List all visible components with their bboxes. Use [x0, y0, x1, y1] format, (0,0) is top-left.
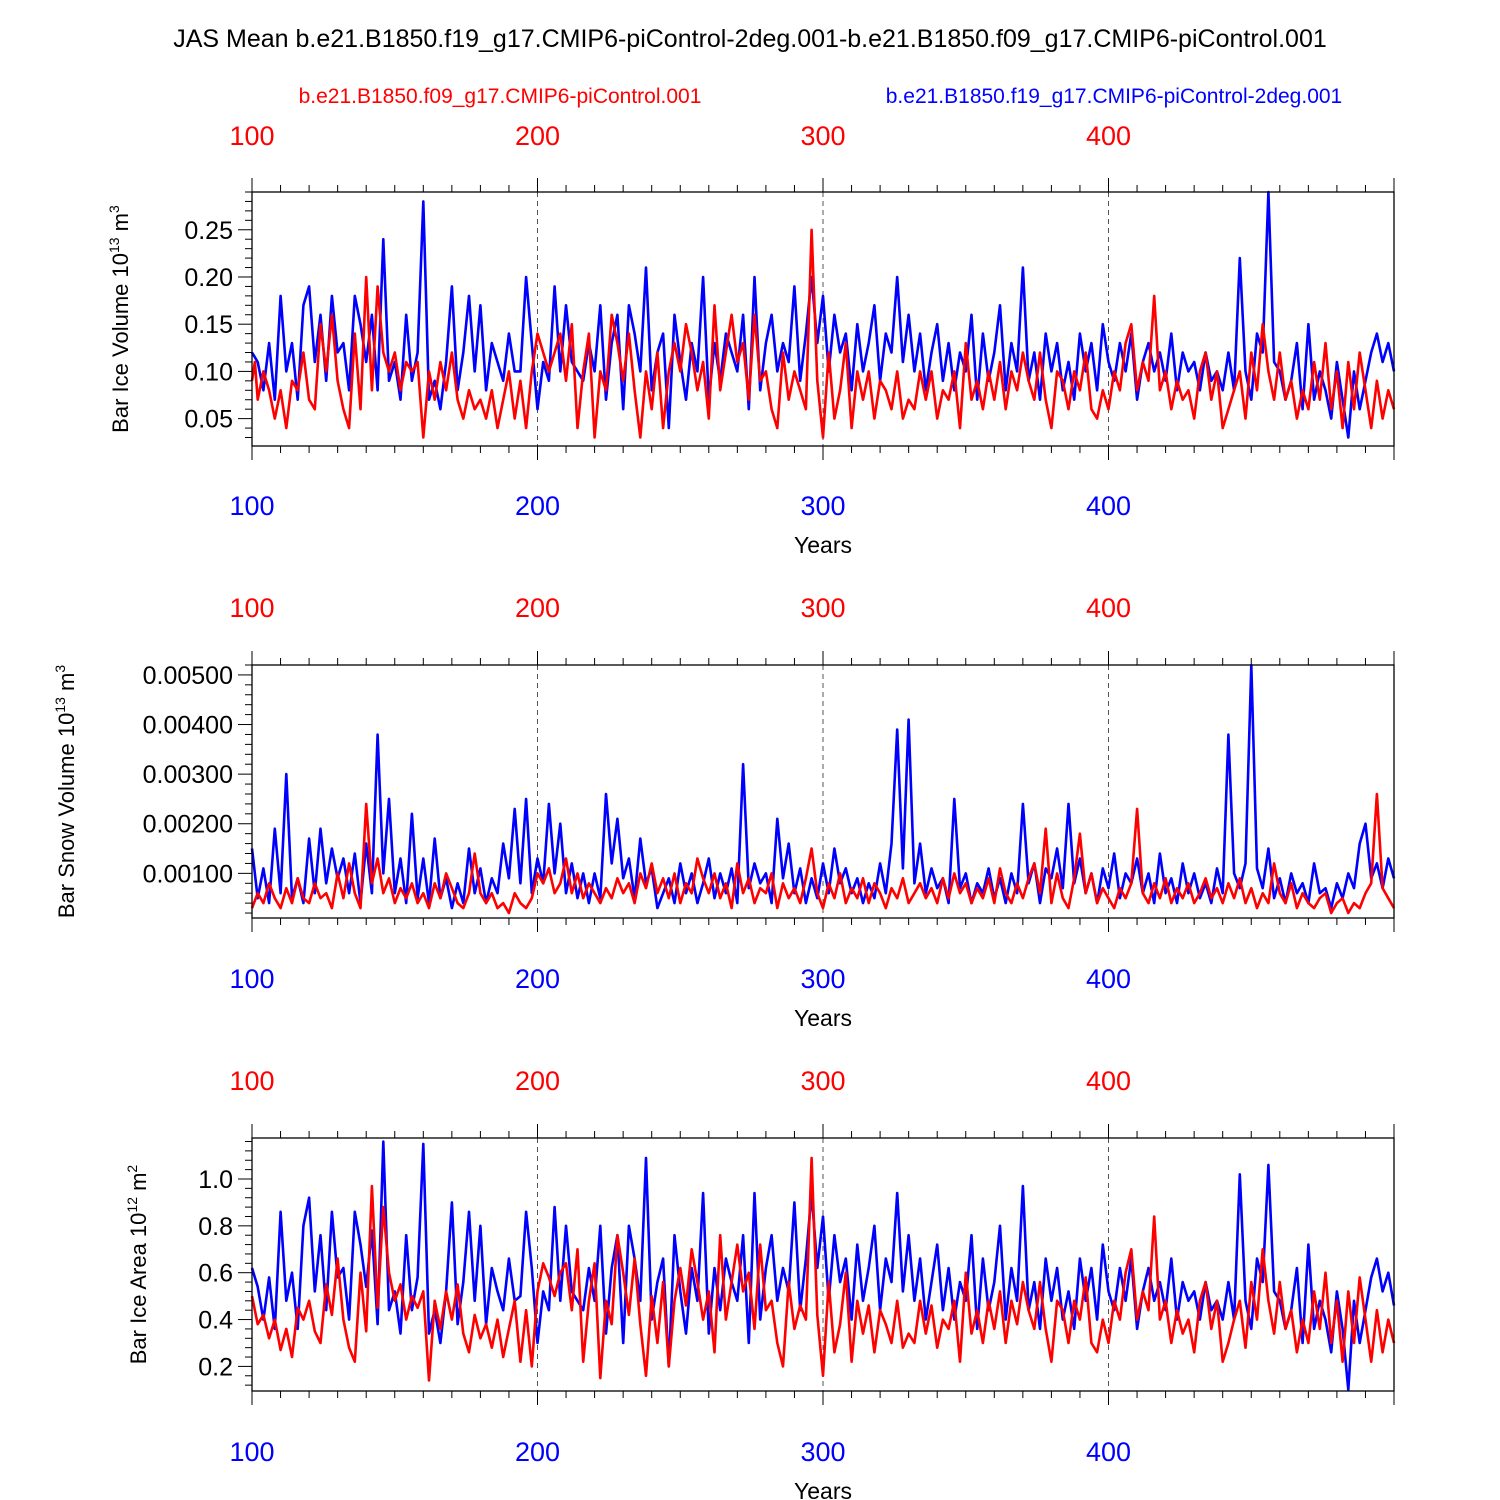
y-tick-label: 0.25 [184, 217, 233, 245]
plot-frame [251, 1137, 1395, 1392]
y-tick-label: 0.6 [198, 1260, 233, 1288]
x-tick-label-bottom: 400 [1086, 1437, 1131, 1467]
x-tick-label-bottom: 300 [800, 491, 845, 521]
y-tick-label: 0.10 [184, 358, 233, 386]
x-tick-label-top: 100 [229, 1066, 274, 1096]
y-tick-label: 0.05 [184, 406, 233, 434]
x-tick-label-top: 400 [1086, 121, 1131, 151]
plot-frame [251, 191, 1395, 447]
x-tick-label-top: 400 [1086, 593, 1131, 623]
series-blue-line [250, 190, 1396, 439]
x-tick-label-bottom: 300 [800, 1437, 845, 1467]
plot-frame [251, 664, 1395, 919]
y-tick-label: 0.00100 [143, 860, 233, 888]
y-axis-label: Bar Ice Area 1012 m2 [124, 1165, 151, 1365]
y-tick-label: 0.00400 [143, 712, 233, 740]
y-tick-label: 0.2 [198, 1353, 233, 1381]
panels-container: 1001002002003003004004000.050.100.150.20… [52, 121, 1396, 1500]
x-tick-label-top: 400 [1086, 1066, 1131, 1096]
x-tick-label-top: 300 [800, 593, 845, 623]
x-tick-label-bottom: 100 [229, 491, 274, 521]
y-tick-label: 0.00200 [143, 811, 233, 839]
y-tick-label: 0.00300 [143, 761, 233, 789]
y-tick-label: 0.4 [198, 1307, 233, 1335]
x-tick-label-top: 200 [515, 593, 560, 623]
x-tick-label-bottom: 300 [800, 964, 845, 994]
series-blue-line [250, 1140, 1396, 1392]
panel-2: 100 100 200 200 300 300 400 400 0.00100 0.00200 0.… [52, 593, 1396, 1031]
y-axis-label: Bar Snow Volume 1013 m3 [52, 665, 79, 919]
x-tick-label-top: 300 [800, 1066, 845, 1096]
x-tick-label-top: 100 [229, 121, 274, 151]
x-tick-label-bottom: 200 [515, 1437, 560, 1467]
series-red-line [250, 792, 1396, 915]
x-tick-label-bottom: 200 [515, 491, 560, 521]
y-tick-label: 1.0 [198, 1166, 233, 1194]
panel-3: 100 100 200 200 300 300 400 400 0.2 0.4 0.6 0.8 1.0 Y… [124, 1066, 1396, 1500]
x-axis-label: Years [794, 1005, 852, 1031]
y-tick-label: 0.20 [184, 264, 233, 292]
x-tick-label-bottom: 100 [229, 964, 274, 994]
y-tick-label: 0.8 [198, 1213, 233, 1241]
x-tick-label-bottom: 400 [1086, 491, 1131, 521]
legend-blue-label: b.e21.B1850.f19_g17.CMIP6-piControl-2deg… [886, 85, 1342, 108]
figure-title: JAS Mean b.e21.B1850.f19_g17.CMIP6-piCon… [173, 25, 1327, 53]
x-tick-label-top: 300 [800, 121, 845, 151]
series-red-line [250, 228, 1396, 439]
x-tick-label-top: 100 [229, 593, 274, 623]
y-axis-label: Bar Ice Volume 1013 m3 [106, 205, 133, 433]
x-tick-label-bottom: 200 [515, 964, 560, 994]
x-tick-label-top: 200 [515, 121, 560, 151]
y-tick-label: 0.00500 [143, 662, 233, 690]
x-tick-label-bottom: 100 [229, 1437, 274, 1467]
x-axis-label: Years [794, 1478, 852, 1500]
x-axis-label: Years [794, 532, 852, 558]
x-tick-label-bottom: 400 [1086, 964, 1131, 994]
series-red-line [250, 1156, 1396, 1382]
x-tick-label-top: 200 [515, 1066, 560, 1096]
legend-red-label: b.e21.B1850.f09_g17.CMIP6-piControl.001 [299, 85, 702, 108]
y-tick-label: 0.15 [184, 311, 233, 339]
panel-1: 100 100 200 200 300 300 400 400 0.05 0.10 0.15 0.20… [106, 121, 1396, 558]
